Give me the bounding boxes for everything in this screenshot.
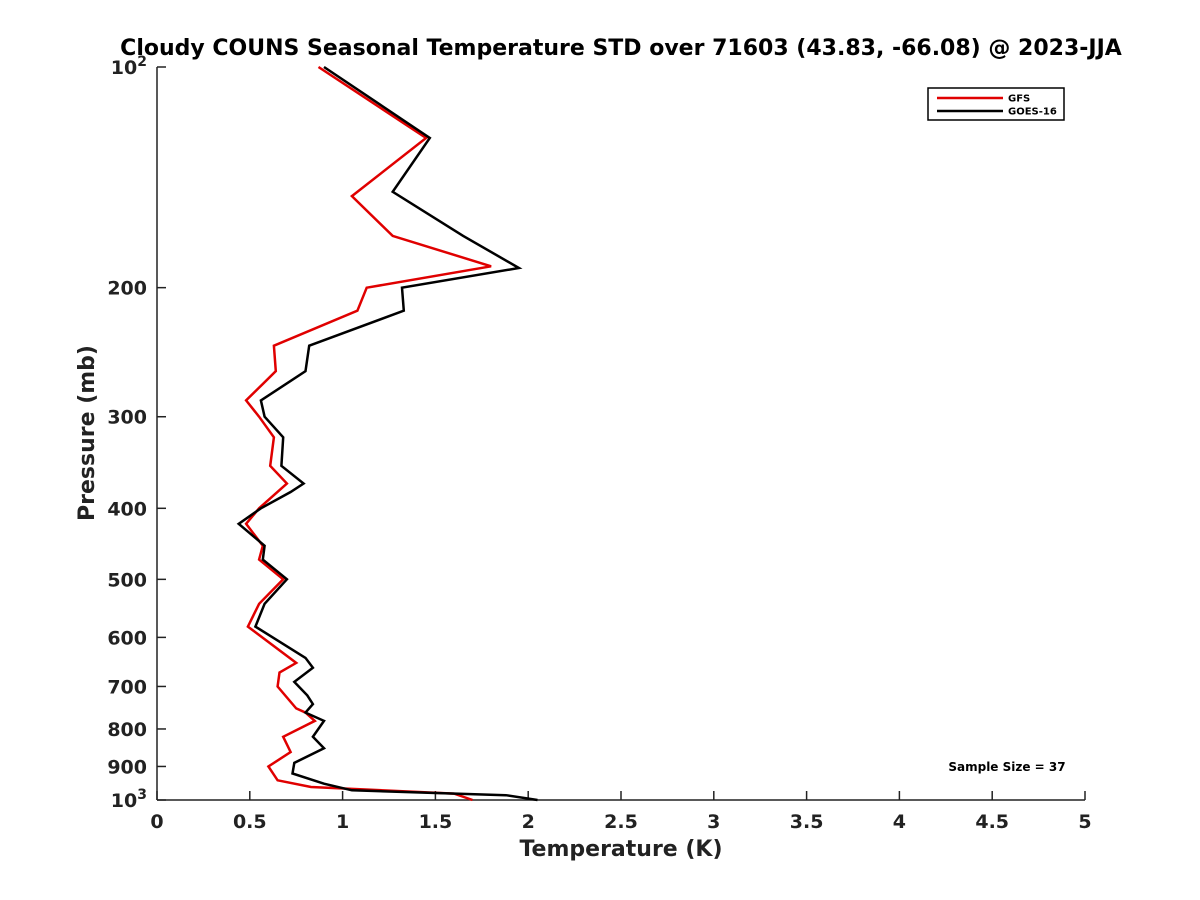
x-tick-label: 1 — [336, 811, 349, 833]
x-axis-label: Temperature (K) — [519, 837, 722, 862]
x-tick-label: 3.5 — [790, 811, 824, 833]
y-tick-label-base: 10 — [111, 57, 137, 79]
legend-label-goes-16: GOES-16 — [1008, 107, 1057, 118]
x-tick-label: 3 — [707, 811, 720, 833]
y-tick-label: 800 — [107, 719, 147, 741]
y-tick-label: 400 — [107, 498, 147, 520]
legend: GFS GOES-16 — [927, 87, 1065, 121]
sample-size-annotation: Sample Size = 37 — [948, 760, 1065, 774]
x-tick-label: 5 — [1078, 811, 1091, 833]
series-line-gfs — [244, 65, 492, 802]
y-tick-label-exponent: 3 — [137, 787, 147, 803]
y-axis-label: Pressure (mb) — [75, 345, 100, 521]
y-tick-label: 200 — [107, 278, 147, 300]
plot-axes — [156, 67, 1085, 801]
y-tick-label-base: 400 — [107, 498, 147, 520]
y-tick-label: 600 — [107, 627, 147, 649]
y-tick-label-base: 700 — [107, 676, 147, 698]
y-tick-label: 700 — [107, 676, 147, 698]
y-tick-label-base: 10 — [111, 790, 137, 812]
y-tick-label-base: 900 — [107, 756, 147, 778]
legend-box — [927, 87, 1065, 121]
x-axis-ticks: 0 0.5 1 1.5 2 2.5 3 3.5 4 4.5 5 — [150, 791, 1092, 833]
chart-title: Cloudy COUNS Seasonal Temperature STD ov… — [120, 36, 1122, 61]
y-tick-label: 300 — [107, 407, 147, 429]
series-layer — [236, 65, 538, 802]
x-tick-label: 0 — [150, 811, 163, 833]
x-tick-label: 4 — [893, 811, 906, 833]
x-tick-label: 4.5 — [975, 811, 1009, 833]
y-tick-label-base: 600 — [107, 627, 147, 649]
x-tick-label: 0.5 — [233, 811, 267, 833]
y-tick-label-base: 500 — [107, 569, 147, 591]
x-tick-label: 2.5 — [604, 811, 638, 833]
legend-label-gfs: GFS — [1008, 94, 1030, 105]
y-tick-label-base: 300 — [107, 407, 147, 429]
x-tick-label: 2 — [522, 811, 535, 833]
y-tick-label-base: 800 — [107, 719, 147, 741]
series-line-goes-16 — [236, 65, 538, 802]
y-tick-label: 102 — [111, 54, 147, 79]
y-tick-label: 103 — [111, 787, 147, 812]
y-tick-label: 900 — [107, 756, 147, 778]
y-tick-label-exponent: 2 — [137, 54, 147, 70]
y-tick-label-base: 200 — [107, 278, 147, 300]
y-tick-label: 500 — [107, 569, 147, 591]
x-tick-label: 1.5 — [419, 811, 453, 833]
